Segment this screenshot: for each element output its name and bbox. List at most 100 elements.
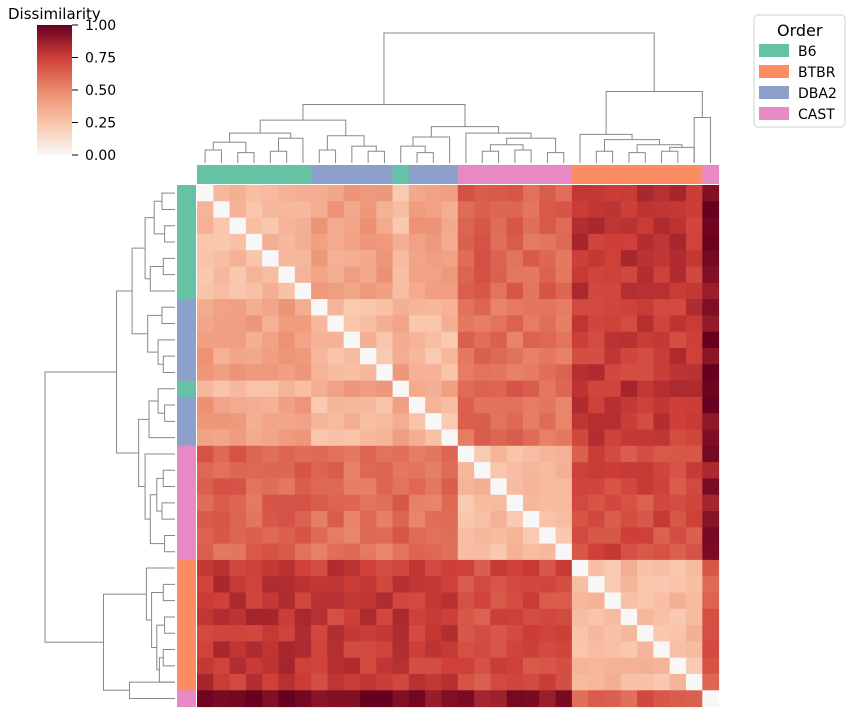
- heatmap-cell: [588, 413, 605, 430]
- heatmap-cell: [457, 396, 475, 414]
- heatmap-cell: [604, 201, 622, 219]
- heatmap-cell: [702, 250, 720, 267]
- heatmap-cell: [539, 201, 557, 219]
- heatmap-cell: [653, 266, 671, 284]
- heatmap-cell: [457, 201, 475, 219]
- heatmap-cell: [245, 250, 263, 267]
- heatmap-cell: [490, 201, 508, 219]
- heatmap-cell: [490, 478, 508, 496]
- heatmap-cell: [425, 185, 442, 202]
- heatmap-cell: [637, 396, 654, 414]
- legend-label: DBA2: [798, 86, 837, 102]
- heatmap-cell: [620, 674, 638, 691]
- heatmap-cell: [229, 641, 247, 659]
- heatmap-cell: [539, 690, 557, 708]
- dendrogram-link: [164, 534, 175, 553]
- column-group-color: [653, 165, 671, 184]
- heatmap-cell: [392, 315, 410, 333]
- heatmap-cell: [360, 527, 377, 545]
- heatmap-cell: [441, 413, 459, 430]
- heatmap-cell: [539, 641, 557, 659]
- heatmap-cell: [245, 233, 263, 251]
- heatmap-cell: [637, 413, 654, 430]
- heatmap-cell: [702, 299, 720, 316]
- colorbar-title: Dissimilarity: [8, 5, 101, 23]
- heatmap-cell: [376, 413, 394, 430]
- column-group-color: [669, 165, 687, 184]
- heatmap-cell: [327, 641, 345, 659]
- heatmap-cell: [457, 445, 475, 463]
- heatmap-cell: [262, 299, 279, 316]
- heatmap-cell: [555, 690, 573, 708]
- heatmap-cell: [669, 233, 687, 251]
- heatmap-cell: [343, 511, 361, 528]
- heatmap-cell: [555, 511, 573, 528]
- heatmap-cell: [686, 413, 703, 430]
- dendrogram-link: [605, 91, 703, 135]
- heatmap-cell: [262, 559, 279, 577]
- heatmap-cell: [229, 625, 247, 642]
- heatmap-cell: [311, 413, 328, 430]
- heatmap-cell: [669, 690, 687, 708]
- heatmap-cell: [686, 576, 703, 593]
- heatmap-cell: [278, 674, 296, 691]
- heatmap-cell: [457, 282, 475, 300]
- heatmap-cell: [245, 641, 263, 659]
- heatmap-cell: [457, 348, 475, 365]
- heatmap-cell: [474, 543, 491, 561]
- heatmap-cell: [408, 608, 426, 626]
- heatmap-cell: [523, 674, 540, 691]
- dendrogram-link: [161, 502, 175, 520]
- heatmap-cell: [669, 396, 687, 414]
- heatmap-cell: [327, 185, 345, 202]
- heatmap-cell: [523, 641, 540, 659]
- heatmap-cell: [229, 396, 247, 414]
- heatmap-cell: [571, 380, 589, 398]
- heatmap-cell: [506, 331, 524, 349]
- heatmap-cell: [653, 250, 671, 267]
- row-group-color: [177, 364, 196, 382]
- heatmap-cell: [620, 657, 638, 675]
- heatmap-cell: [637, 348, 654, 365]
- dendrogram-link: [162, 583, 175, 602]
- heatmap-cell: [604, 413, 622, 430]
- row-group-color: [177, 299, 196, 316]
- heatmap-cell: [669, 315, 687, 333]
- heatmap-cell: [669, 266, 687, 284]
- heatmap-cell: [604, 592, 622, 610]
- heatmap-cell: [506, 315, 524, 333]
- heatmap-cell: [555, 185, 573, 202]
- heatmap-cell: [457, 299, 475, 316]
- heatmap-cell: [278, 478, 296, 496]
- heatmap-cell: [604, 494, 622, 512]
- heatmap-cell: [555, 543, 573, 561]
- heatmap-cell: [245, 690, 263, 708]
- heatmap-cell: [408, 380, 426, 398]
- heatmap-cell: [311, 331, 328, 349]
- legend-swatch: [759, 86, 789, 99]
- dendrogram-link: [302, 104, 466, 127]
- column-group-color: [262, 165, 279, 184]
- heatmap-cell: [702, 511, 720, 528]
- heatmap-cell: [278, 250, 296, 267]
- heatmap-cell: [294, 511, 312, 528]
- heatmap-cell: [604, 282, 622, 300]
- heatmap-cell: [360, 413, 377, 430]
- heatmap-cell: [669, 674, 687, 691]
- heatmap-cell: [588, 657, 605, 675]
- row-group-color: [177, 348, 196, 365]
- heatmap-cell: [441, 217, 459, 235]
- heatmap-cell: [278, 429, 296, 447]
- heatmap-cell: [197, 282, 214, 300]
- heatmap-cell: [555, 364, 573, 382]
- heatmap-cell: [294, 674, 312, 691]
- heatmap-cell: [474, 576, 491, 593]
- heatmap-cell: [555, 233, 573, 251]
- heatmap-cell: [278, 690, 296, 708]
- dendrogram-link: [164, 616, 175, 634]
- row-group-color: [177, 185, 196, 202]
- heatmap-cell: [604, 233, 622, 251]
- heatmap-cell: [702, 185, 720, 202]
- heatmap-cell: [229, 511, 247, 528]
- heatmap-cell: [343, 690, 361, 708]
